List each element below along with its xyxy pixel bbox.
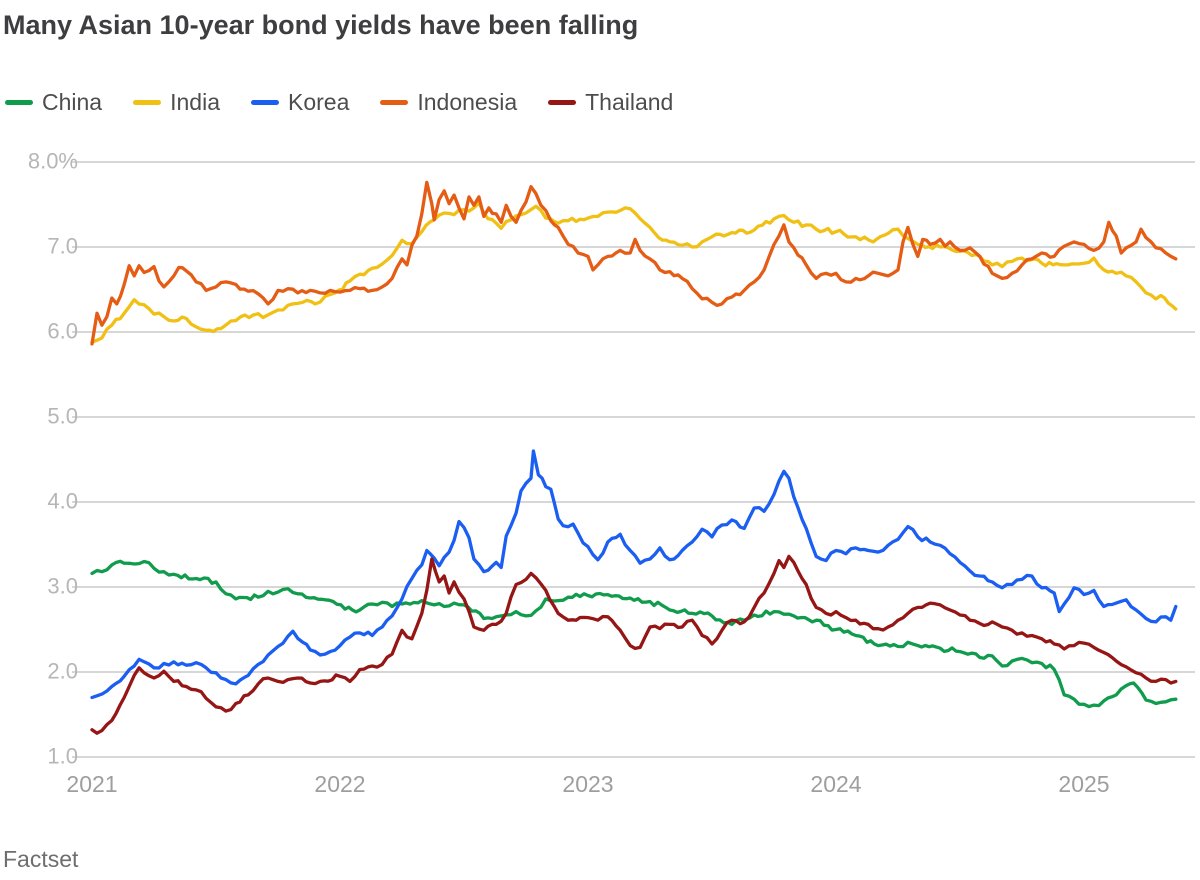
y-axis-label: 3.0 <box>47 573 78 599</box>
chart-title: Many Asian 10-year bond yields have been… <box>3 10 639 40</box>
y-axis-label: 5.0 <box>47 403 78 429</box>
y-axis-label: 4.0 <box>47 488 78 514</box>
legend-label: Indonesia <box>417 89 518 115</box>
x-axis-label: 2025 <box>1058 771 1110 797</box>
legend-label: Thailand <box>585 89 674 115</box>
series-line-korea <box>90 449 1178 700</box>
y-axis-label: 1.0 <box>47 743 78 769</box>
legend-label: China <box>42 89 103 115</box>
x-axis-label: 2023 <box>562 771 614 797</box>
legend-item-india[interactable]: India <box>133 89 220 116</box>
y-axis-label: 8.0% <box>27 148 78 174</box>
legend-swatch-china <box>5 100 33 105</box>
legend-swatch-india <box>133 100 162 105</box>
legend-item-korea[interactable]: Korea <box>250 89 350 116</box>
y-axis-label: 6.0 <box>47 318 78 344</box>
legend-swatch-korea <box>250 100 279 105</box>
series-line-thailand <box>90 554 1178 735</box>
x-axis-label: 2021 <box>66 771 118 797</box>
source-label: Factset <box>3 846 79 872</box>
series-line-india <box>90 201 1178 344</box>
legend-item-thailand[interactable]: Thailand <box>548 89 673 116</box>
legend: China India Korea Indonesia Thailand <box>5 89 673 116</box>
legend-label: Korea <box>287 89 350 115</box>
legend-item-indonesia[interactable]: Indonesia <box>380 89 517 116</box>
legend-swatch-indonesia <box>380 100 409 105</box>
y-axis-label: 2.0 <box>47 658 78 684</box>
legend-item-china[interactable]: China <box>5 89 102 116</box>
legend-swatch-thailand <box>548 100 577 105</box>
series-line-indonesia <box>90 180 1178 346</box>
x-axis-label: 2024 <box>810 771 862 797</box>
legend-label: India <box>170 89 220 115</box>
y-axis-label: 7.0 <box>47 233 78 259</box>
x-axis-label: 2022 <box>314 771 366 797</box>
series-line-china <box>90 559 1178 709</box>
